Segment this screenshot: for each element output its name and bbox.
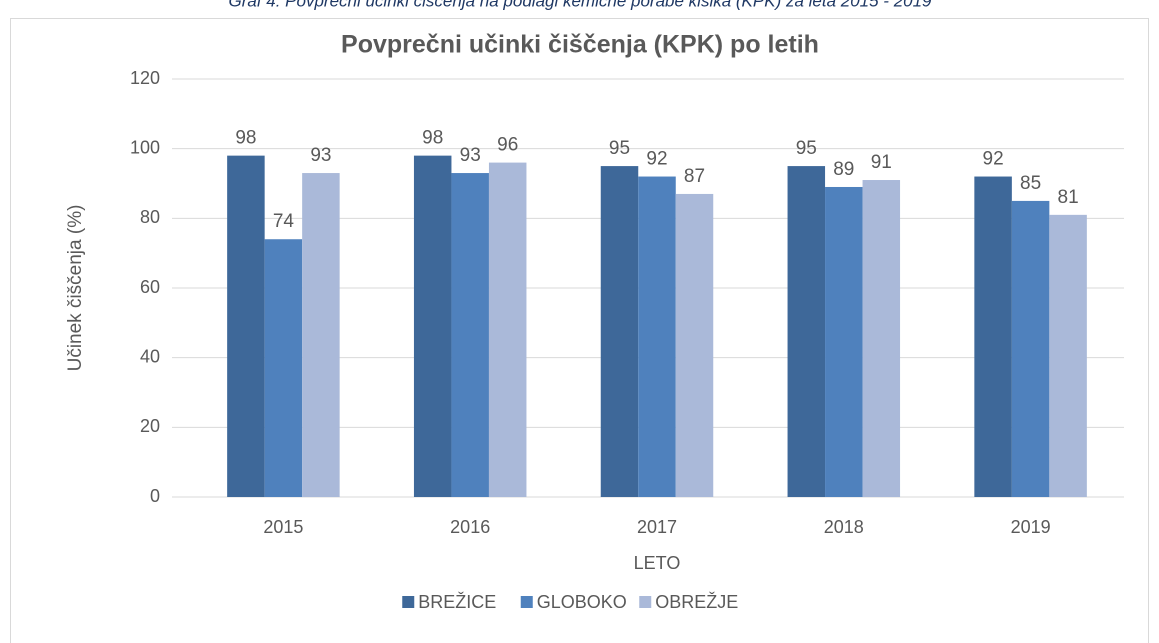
data-label: 91 — [871, 152, 892, 173]
chart-title: Povprečni učinki čiščenja (KPK) po letih — [341, 31, 819, 59]
x-tick-label: 2017 — [637, 517, 677, 537]
data-label: 92 — [646, 149, 667, 170]
bar — [302, 173, 340, 498]
y-tick-label: 120 — [130, 68, 160, 88]
data-label: 81 — [1058, 187, 1079, 208]
bar — [488, 162, 527, 497]
bar — [825, 186, 863, 497]
y-tick-label: 80 — [140, 207, 160, 227]
bar — [451, 173, 489, 498]
x-tick-label: 2016 — [450, 517, 490, 537]
legend-label: BREŽICE — [418, 592, 496, 612]
bar — [600, 166, 639, 498]
x-tick-label: 2015 — [263, 517, 303, 537]
data-label: 92 — [983, 149, 1004, 170]
data-label: 93 — [310, 145, 331, 166]
x-tick-label: 2018 — [824, 517, 864, 537]
x-axis-title: LETO — [634, 553, 681, 573]
bar — [974, 176, 1012, 498]
y-tick-label: 100 — [130, 137, 160, 157]
y-tick-label: 60 — [140, 277, 160, 297]
bar — [264, 239, 303, 497]
chart-frame — [10, 18, 1149, 643]
bar — [787, 166, 826, 498]
legend-swatch — [402, 596, 415, 608]
data-label: 85 — [1020, 173, 1041, 194]
legend-swatch — [520, 596, 533, 608]
data-label: 87 — [684, 166, 705, 187]
bar — [227, 155, 265, 497]
x-tick-label: 2019 — [1011, 517, 1051, 537]
legend-swatch — [639, 596, 652, 608]
bar — [1011, 200, 1050, 497]
data-label: 89 — [833, 159, 854, 180]
y-tick-label: 0 — [150, 486, 160, 506]
data-label: 95 — [796, 138, 817, 159]
data-label: 96 — [497, 135, 518, 156]
data-label: 98 — [422, 128, 443, 149]
bar — [638, 176, 676, 498]
y-tick-label: 40 — [140, 346, 160, 366]
bar — [1049, 214, 1087, 497]
bar — [413, 155, 452, 497]
y-tick-label: 20 — [140, 416, 160, 436]
caption: Graf 4: Povprečni učinki čiščenja na pod… — [228, 0, 932, 10]
data-label: 95 — [609, 138, 630, 159]
legend-label: OBREŽJE — [655, 592, 738, 612]
y-axis-title: Učinek čiščenja (%) — [65, 205, 86, 372]
data-label: 98 — [235, 128, 256, 149]
data-label: 93 — [460, 145, 481, 166]
data-label: 74 — [273, 211, 295, 232]
legend-label: GLOBOKO — [537, 592, 627, 612]
bar — [675, 193, 714, 497]
bar — [862, 180, 901, 497]
